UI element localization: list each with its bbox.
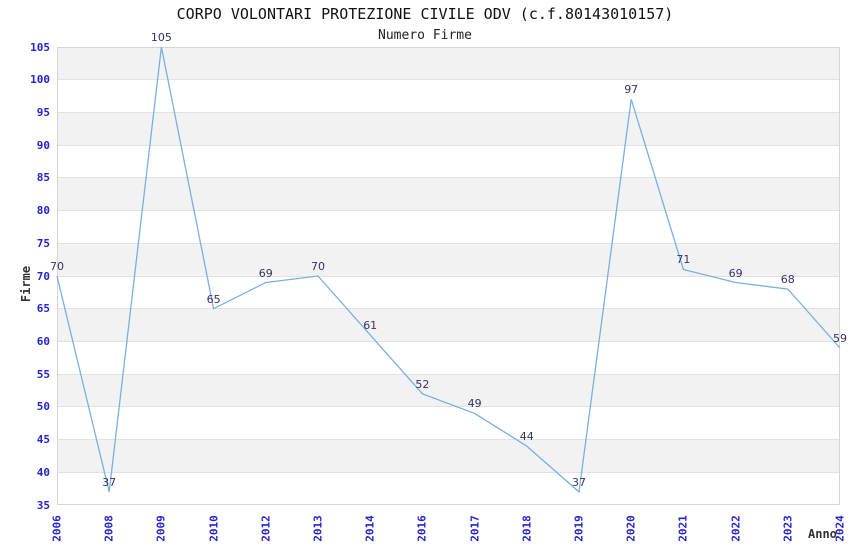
gridline bbox=[57, 275, 840, 277]
y-tick-label: 95 bbox=[36, 105, 50, 119]
data-label: 65 bbox=[206, 292, 221, 306]
y-tick-label: 85 bbox=[36, 171, 50, 185]
x-tick-label: 2010 bbox=[207, 515, 221, 542]
gridline bbox=[57, 79, 840, 81]
data-label: 37 bbox=[102, 475, 117, 489]
x-tick-label: 2016 bbox=[415, 515, 429, 542]
plot-band bbox=[57, 112, 840, 146]
gridline bbox=[57, 308, 840, 310]
data-label: 69 bbox=[728, 266, 743, 280]
plot-band bbox=[57, 79, 840, 113]
gridline bbox=[57, 471, 840, 473]
plot-band bbox=[57, 145, 840, 178]
series-line bbox=[56, 46, 841, 494]
data-label: 71 bbox=[676, 253, 691, 267]
plot-area: 70 37 105 65 69 70 61 52 49 44 37 97 71 69 68 59 bbox=[50, 31, 847, 505]
y-tick-label: 100 bbox=[30, 73, 50, 87]
gridline bbox=[57, 177, 840, 179]
data-label: 37 bbox=[572, 475, 586, 489]
x-tick-label: 2008 bbox=[102, 515, 116, 542]
plot-band bbox=[57, 177, 840, 211]
data-label: 44 bbox=[519, 430, 534, 444]
x-tick-label: 2018 bbox=[520, 515, 534, 542]
gridline bbox=[57, 111, 840, 113]
data-label: 61 bbox=[363, 318, 378, 332]
plot-band bbox=[57, 472, 840, 505]
plot-band bbox=[57, 439, 840, 473]
y-tick-label: 60 bbox=[36, 334, 50, 348]
chart-title: CORPO VOLONTARI PROTEZIONE CIVILE ODV (c… bbox=[176, 5, 674, 23]
plot-band bbox=[57, 243, 840, 276]
x-tick-label: 2013 bbox=[311, 515, 325, 542]
plot-band bbox=[57, 374, 840, 407]
gridline bbox=[57, 210, 840, 212]
plot-band bbox=[57, 308, 840, 342]
data-label: 49 bbox=[467, 397, 482, 411]
gridline bbox=[57, 242, 840, 244]
gridline bbox=[57, 406, 840, 408]
y-axis-title: Firme bbox=[19, 265, 33, 303]
y-tick-label: 70 bbox=[36, 269, 50, 283]
x-tick-label: 2022 bbox=[729, 515, 743, 542]
data-label: 70 bbox=[50, 260, 64, 273]
plot-band bbox=[57, 406, 840, 440]
y-tick-label: 50 bbox=[36, 400, 50, 414]
plot-band bbox=[57, 47, 840, 80]
data-label: 52 bbox=[415, 377, 430, 391]
gridline bbox=[57, 373, 840, 375]
y-tick-label: 105 bbox=[30, 40, 50, 54]
x-tick-label: 2019 bbox=[572, 515, 586, 542]
data-label: 97 bbox=[624, 83, 639, 97]
y-tick-label: 40 bbox=[36, 465, 50, 479]
data-label: 70 bbox=[311, 260, 325, 273]
x-tick-label: 2014 bbox=[363, 515, 377, 542]
plot-band bbox=[57, 276, 840, 309]
gridline bbox=[57, 144, 840, 146]
plot-band bbox=[57, 341, 840, 375]
data-label: 69 bbox=[258, 266, 273, 280]
y-tick-label: 90 bbox=[36, 138, 50, 152]
chart-subtitle: Numero Firme bbox=[378, 28, 472, 43]
data-label: 59 bbox=[833, 331, 847, 345]
x-tick-label: 2020 bbox=[624, 515, 638, 542]
gridline bbox=[57, 439, 840, 441]
x-tick-label: 2009 bbox=[154, 515, 168, 542]
gridline bbox=[57, 340, 840, 342]
x-tick-label: 2023 bbox=[781, 515, 795, 542]
y-tick-label: 35 bbox=[36, 498, 50, 512]
y-tick-label: 80 bbox=[36, 204, 50, 218]
y-tick-label: 45 bbox=[36, 433, 50, 447]
data-label: 105 bbox=[150, 31, 172, 44]
plot-band bbox=[57, 210, 840, 244]
x-tick-label: 2017 bbox=[468, 515, 482, 542]
x-tick-label: 2012 bbox=[259, 515, 273, 542]
y-tick-label: 65 bbox=[36, 302, 50, 316]
y-tick-label: 75 bbox=[36, 236, 50, 250]
x-axis-title: Anno bbox=[808, 527, 837, 541]
x-tick-label: 2006 bbox=[50, 515, 64, 542]
y-tick-label: 55 bbox=[36, 367, 50, 381]
x-tick-label: 2021 bbox=[676, 515, 690, 542]
data-label: 68 bbox=[780, 273, 795, 287]
